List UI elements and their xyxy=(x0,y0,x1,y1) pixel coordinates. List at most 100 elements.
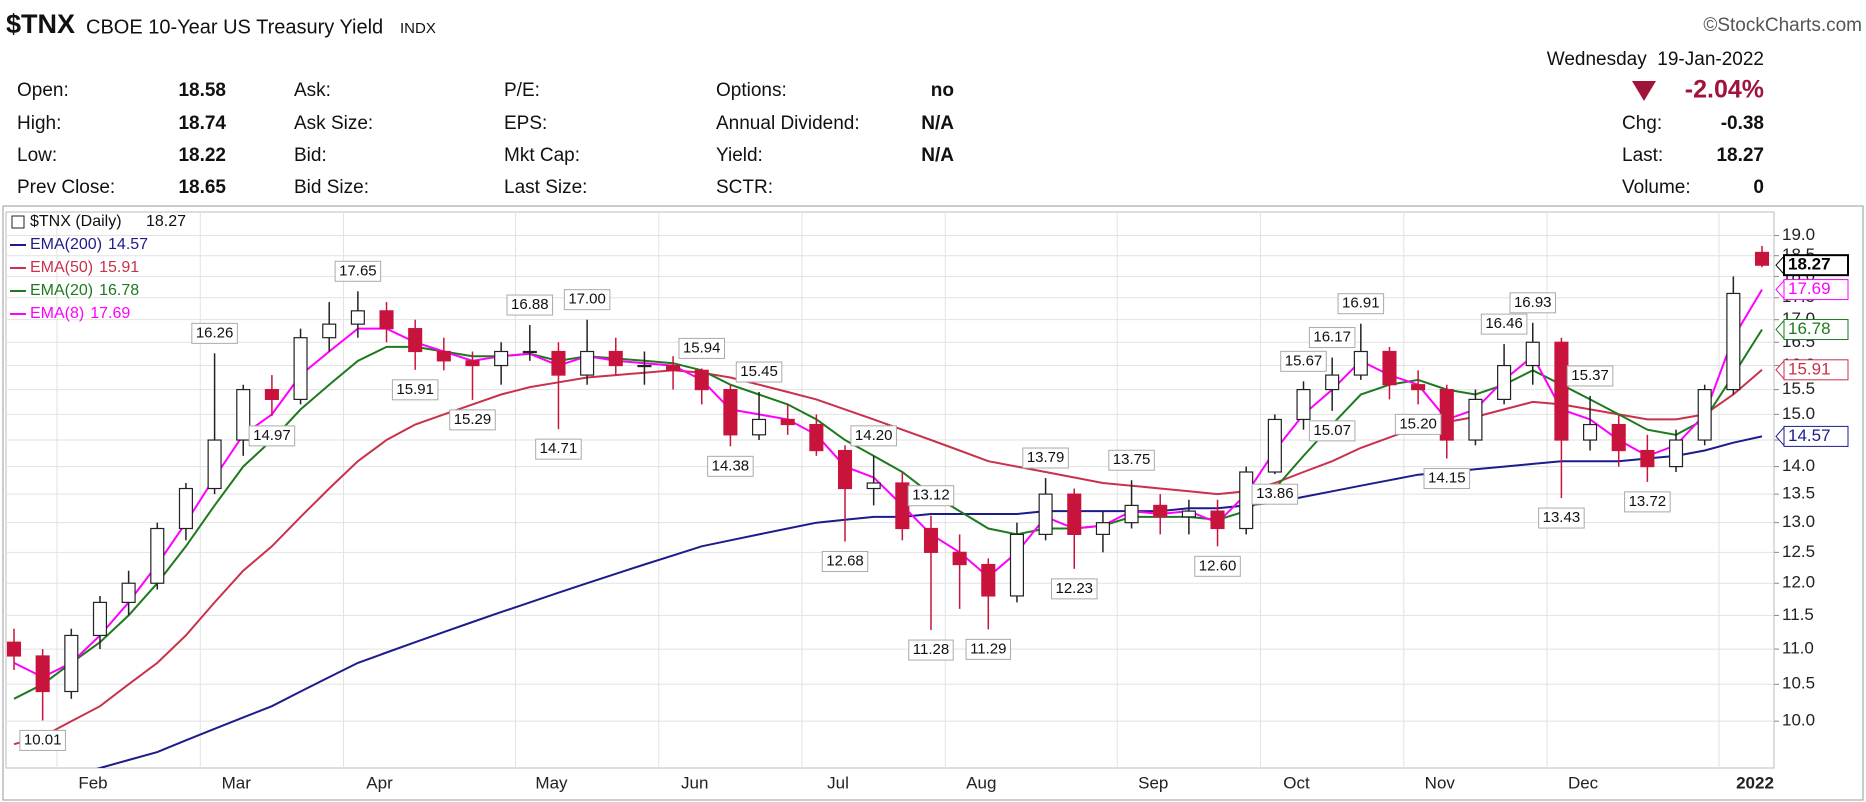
annotation-box xyxy=(1566,365,1614,387)
x-tick-label: Oct xyxy=(1283,773,1310,792)
candle-body xyxy=(408,328,423,353)
quote-value: no xyxy=(931,80,954,101)
candle-body xyxy=(6,641,22,657)
candle-body xyxy=(350,310,365,325)
x-tick-label: May xyxy=(535,773,568,792)
value-tag-pointer xyxy=(1775,319,1785,340)
quote-label: Ask: xyxy=(294,80,331,101)
value-tag xyxy=(1783,425,1849,447)
annotation-box xyxy=(678,337,726,359)
source: ©StockCharts.com xyxy=(1703,15,1862,36)
candle-body xyxy=(236,388,251,441)
candle-body xyxy=(694,369,709,391)
annotation-label: 16.46 xyxy=(1485,315,1523,332)
legend-name: EMA(200) xyxy=(30,236,102,253)
annotation-label: 15.29 xyxy=(454,411,492,428)
annotation-label: 16.91 xyxy=(1342,295,1380,312)
annotation-box xyxy=(1423,468,1471,490)
annotation-box xyxy=(535,438,582,460)
quote-label: Last: xyxy=(1622,145,1663,166)
legend-value: 14.57 xyxy=(108,236,148,253)
y-tick-label: 11.5 xyxy=(1782,605,1814,624)
annotation-label: 16.88 xyxy=(511,296,549,313)
candle-body xyxy=(322,323,337,339)
x-tick-label: Jul xyxy=(827,773,849,792)
annotation-label: 15.67 xyxy=(1285,352,1323,369)
y-tick-label: 12.5 xyxy=(1782,542,1815,561)
candle-body xyxy=(178,487,193,530)
quote-label: Bid Size: xyxy=(294,177,369,198)
quote-label: High: xyxy=(17,113,61,134)
candle-body xyxy=(1124,504,1139,524)
candle-body xyxy=(1239,471,1254,530)
candle-body xyxy=(92,601,108,637)
annotation-box xyxy=(707,455,754,477)
annotation-label: 15.91 xyxy=(396,381,434,398)
candle-body xyxy=(1382,350,1397,386)
value-tag xyxy=(1783,254,1849,277)
candle-body xyxy=(1038,493,1053,535)
quote-label: EPS: xyxy=(504,113,547,134)
candle-body xyxy=(723,388,738,436)
candle-body xyxy=(580,350,595,376)
candle-body xyxy=(150,527,165,584)
annotation-box xyxy=(908,639,954,661)
annotation-label: 15.07 xyxy=(1313,422,1351,439)
annotation-label: 15.94 xyxy=(683,339,721,356)
candle-body xyxy=(1754,251,1770,266)
quote-label: Volume: xyxy=(1622,177,1691,198)
candle-body xyxy=(1067,493,1082,535)
annotation-label: 13.75 xyxy=(1113,451,1151,468)
annotation-box xyxy=(1538,507,1585,529)
y-tick-label: 15.5 xyxy=(1782,379,1815,398)
candle-body xyxy=(436,350,451,362)
x-tick-label: Nov xyxy=(1425,773,1456,792)
annotation-box xyxy=(449,409,496,431)
annotation-label: 13.72 xyxy=(1629,493,1667,510)
quote-label: Ask Size: xyxy=(294,113,373,134)
symbol: $TNX xyxy=(6,9,75,39)
security-name: CBOE 10-Year US Treasury Yield xyxy=(86,16,383,38)
quote-value: 18.74 xyxy=(178,113,226,134)
annotation-box xyxy=(907,485,955,507)
value-tag-pointer xyxy=(1775,359,1785,381)
candle-body xyxy=(1153,504,1168,518)
annotation-label: 11.28 xyxy=(913,641,949,658)
y-tick-label: 13.5 xyxy=(1782,484,1815,503)
y-tick-label: 13.0 xyxy=(1782,512,1815,531)
quote-value: N/A xyxy=(921,113,954,134)
candle-body xyxy=(637,364,652,368)
ema-line xyxy=(13,289,1763,679)
value-tag-label: 18.27 xyxy=(1788,255,1831,274)
annotation-box xyxy=(1251,483,1299,505)
candle-body xyxy=(1181,510,1196,518)
candle-body xyxy=(981,563,996,597)
quote-label: Bid: xyxy=(294,145,327,166)
legend-name: EMA(20) xyxy=(30,282,93,299)
value-tag-pointer xyxy=(1775,426,1785,447)
annotation-label: 17.65 xyxy=(339,262,377,279)
candle-body xyxy=(1439,388,1454,441)
annotation-label: 10.01 xyxy=(24,731,62,748)
annotation-label: 14.20 xyxy=(855,427,893,444)
y-tick-label: 11.0 xyxy=(1782,639,1814,658)
quote-label: Yield: xyxy=(716,145,763,166)
x-tick-label: Dec xyxy=(1568,773,1599,792)
candle-body xyxy=(35,655,50,693)
candle-body xyxy=(1697,388,1712,441)
candle-body xyxy=(1583,423,1598,441)
plot-area xyxy=(5,211,1775,769)
annotation-label: 17.00 xyxy=(568,291,606,308)
quote-value: 0 xyxy=(1753,177,1764,198)
annotation-label: 12.68 xyxy=(826,552,864,569)
candle-body xyxy=(1009,533,1024,597)
exchange: INDX xyxy=(400,20,436,37)
annotation-box xyxy=(1108,449,1155,471)
candle-body xyxy=(1095,522,1110,535)
annotation-box xyxy=(1624,491,1671,513)
annotation-label: 13.12 xyxy=(912,487,950,504)
legend-name: EMA(8) xyxy=(30,305,84,322)
value-tag-pointer xyxy=(1775,254,1785,276)
quote-label: SCTR: xyxy=(716,177,773,198)
x-tick-label: Feb xyxy=(78,773,107,792)
